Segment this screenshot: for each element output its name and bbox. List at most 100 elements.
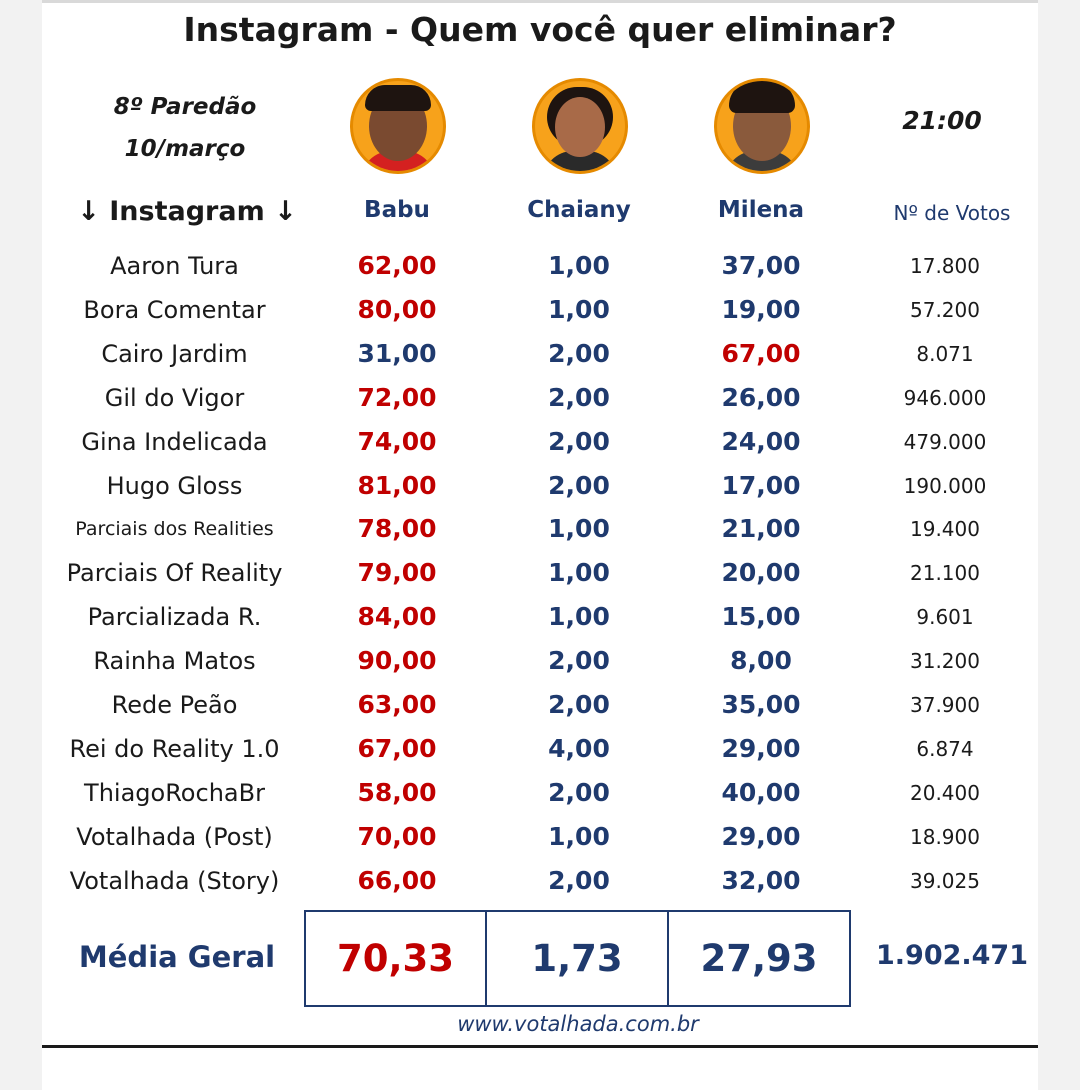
table-row: Rainha Matos 90,00 2,00 8,00 31.200 (42, 639, 1038, 683)
source-name: Cairo Jardim (101, 339, 248, 368)
babu-value: 70,00 (357, 821, 437, 851)
table-row: Rei do Reality 1.0 67,00 4,00 29,00 6.874 (42, 727, 1038, 771)
table-row: Rede Peão 63,00 2,00 35,00 37.900 (42, 683, 1038, 727)
chaiany-avatar (532, 78, 628, 174)
poll-time: 21:00 (902, 106, 982, 135)
table-row: Parciais Of Reality 79,00 1,00 20,00 21.100 (42, 551, 1038, 595)
chaiany-value: 2,00 (548, 382, 610, 412)
milena-value: 20,00 (721, 558, 801, 588)
votes-value: 8.071 (916, 341, 974, 366)
source-name: Votalhada (Story) (69, 866, 280, 895)
milena-value: 26,00 (721, 382, 801, 412)
source-name: Parciais Of Reality (66, 559, 283, 588)
header-milena: Milena (717, 197, 805, 223)
babu-value: 67,00 (357, 733, 437, 763)
table-row: Aaron Tura 62,00 1,00 37,00 17.800 (42, 244, 1038, 288)
header-votes: Nº de Votos (893, 201, 1011, 225)
chaiany-value: 1,00 (548, 558, 610, 588)
milena-value: 29,00 (721, 733, 801, 763)
votes-value: 190.000 (903, 473, 987, 498)
milena-value: 24,00 (721, 426, 801, 456)
source-name: Bora Comentar (83, 295, 266, 324)
table-row: Parciais dos Realities 78,00 1,00 21,00 19.4… (42, 507, 1038, 551)
table-row: Gil do Vigor 72,00 2,00 26,00 946.000 (42, 376, 1038, 420)
babu-value: 79,00 (357, 558, 437, 588)
chaiany-value: 4,00 (548, 733, 610, 763)
header-instagram: ↓ Instagram ↓ (77, 196, 297, 227)
votes-value: 31.200 (910, 649, 980, 674)
babu-value: 74,00 (357, 426, 437, 456)
milena-value: 37,00 (721, 251, 801, 280)
chaiany-value: 2,00 (548, 470, 610, 500)
media-babu: 70,33 (304, 910, 487, 1007)
votes-value: 9.601 (916, 605, 974, 630)
votes-value: 19.400 (910, 517, 980, 542)
top-border (42, 0, 1038, 3)
table-row: Gina Indelicada 74,00 2,00 24,00 479.000 (42, 420, 1038, 464)
media-chaiany: 1,73 (485, 910, 669, 1007)
babu-value: 62,00 (357, 251, 437, 280)
milena-value: 32,00 (721, 865, 801, 895)
votes-value: 20.400 (910, 780, 980, 805)
paredao-info: 8º Paredão 10/março (110, 86, 260, 170)
babu-avatar (350, 78, 446, 174)
votes-value: 479.000 (903, 429, 987, 454)
source-name: Gil do Vigor (104, 383, 245, 412)
milena-value: 40,00 (721, 777, 801, 807)
babu-value: 84,00 (357, 602, 437, 632)
source-name: Parcializada R. (87, 603, 262, 632)
milena-value: 15,00 (721, 602, 801, 632)
chaiany-value: 2,00 (548, 338, 610, 368)
milena-value: 29,00 (721, 821, 801, 851)
babu-value: 31,00 (357, 338, 437, 368)
paredao-date: 10/março (124, 136, 246, 162)
poll-sheet: Instagram - Quem você quer eliminar? 8º … (42, 0, 1038, 1090)
chaiany-value: 1,00 (548, 294, 610, 324)
source-name: Aaron Tura (110, 252, 239, 280)
header-chaiany: Chaiany (527, 197, 631, 223)
milena-value: 19,00 (721, 294, 801, 324)
chaiany-value: 1,00 (548, 514, 610, 544)
votes-value: 17.800 (910, 254, 980, 278)
chaiany-value: 2,00 (548, 865, 610, 895)
source-name: Parciais dos Realities (75, 518, 274, 541)
milena-value: 21,00 (721, 514, 801, 544)
table-row: Hugo Gloss 81,00 2,00 17,00 190.000 (42, 464, 1038, 508)
chaiany-value: 1,00 (548, 602, 610, 632)
source-name: Hugo Gloss (106, 471, 243, 500)
source-name: Votalhada (Post) (76, 822, 273, 851)
milena-value: 35,00 (721, 690, 801, 719)
votes-value: 57.200 (910, 297, 980, 322)
bottom-divider (42, 1045, 1038, 1048)
chaiany-value: 2,00 (548, 646, 610, 676)
babu-value: 78,00 (357, 514, 437, 544)
media-milena: 27,93 (667, 910, 851, 1007)
babu-value: 63,00 (357, 690, 437, 719)
milena-value: 8,00 (730, 646, 792, 676)
page-title: Instagram - Quem você quer eliminar? (183, 10, 897, 49)
source-name: Rainha Matos (93, 647, 256, 676)
chaiany-value: 2,00 (548, 777, 610, 807)
table-row: ThiagoRochaBr 58,00 2,00 40,00 20.400 (42, 771, 1038, 815)
source-name: ThiagoRochaBr (84, 778, 265, 807)
votes-value: 37.900 (910, 693, 980, 717)
header-babu: Babu (364, 197, 430, 223)
table-row: Bora Comentar 80,00 1,00 19,00 57.200 (42, 288, 1038, 332)
babu-value: 58,00 (357, 777, 437, 807)
milena-avatar (714, 78, 810, 174)
chaiany-value: 1,00 (548, 821, 610, 851)
babu-value: 72,00 (357, 382, 437, 412)
babu-value: 81,00 (357, 470, 437, 500)
votes-value: 946.000 (903, 385, 987, 410)
chaiany-value: 2,00 (548, 690, 610, 719)
paredao-label: 8º Paredão (113, 94, 257, 120)
milena-value: 67,00 (721, 338, 801, 368)
votes-value: 6.874 (916, 736, 974, 761)
total-votes: 1.902.471 (875, 940, 1029, 971)
website-link[interactable]: www.votalhada.com.br (457, 1012, 699, 1036)
babu-value: 90,00 (357, 646, 437, 676)
votes-value: 39.025 (910, 868, 980, 893)
table-row: Parcializada R. 84,00 1,00 15,00 9.601 (42, 595, 1038, 639)
votes-value: 21.100 (910, 561, 980, 586)
table-row: Cairo Jardim 31,00 2,00 67,00 8.071 (42, 332, 1038, 376)
